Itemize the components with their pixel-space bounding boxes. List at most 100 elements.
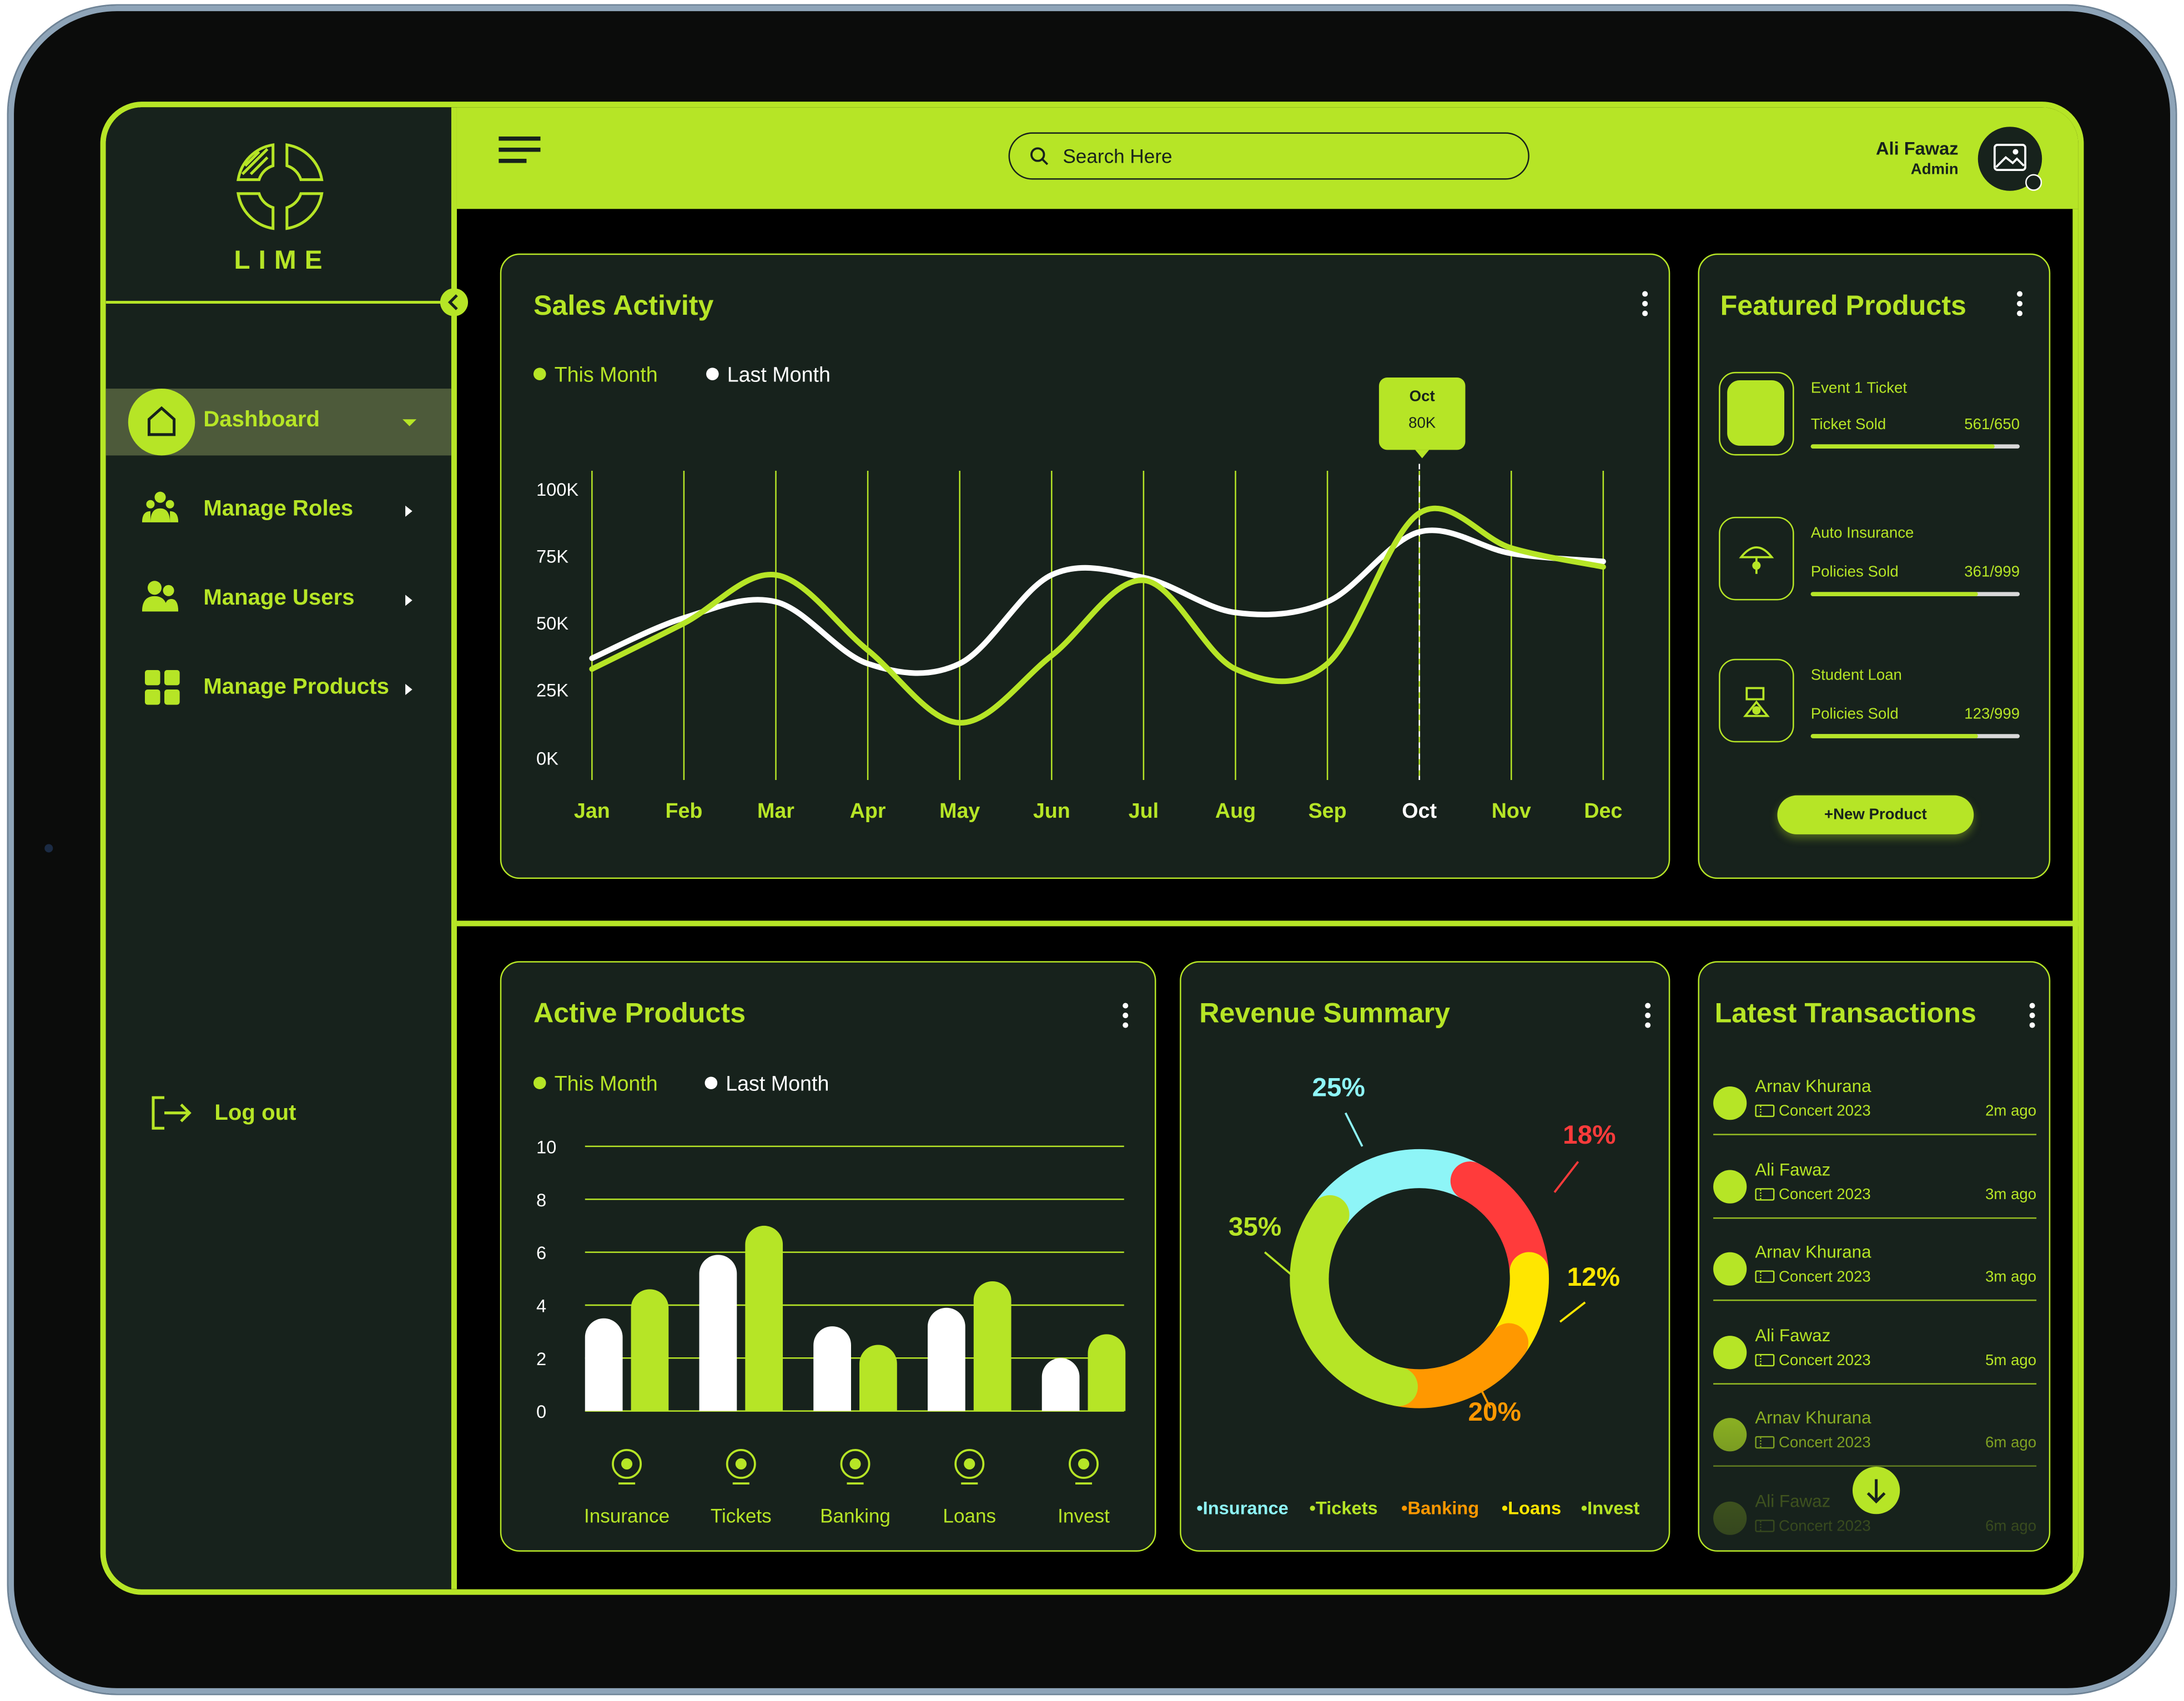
transaction-row[interactable]: Ali Fawaz Concert 2023 5m ago — [1713, 1318, 2037, 1400]
slice-label: 20% — [1468, 1397, 1521, 1427]
bar-tickets-this-month — [745, 1225, 783, 1411]
more-options-icon[interactable] — [2017, 291, 2023, 320]
product-stat-label: Ticket Sold — [1810, 416, 1886, 434]
category-label: Banking — [820, 1505, 890, 1527]
transaction-time: 5m ago — [1985, 1351, 2037, 1369]
slice-insurance — [1310, 1149, 1489, 1235]
x-tick-label: Apr — [850, 799, 886, 822]
search-input[interactable]: Search Here — [1063, 144, 1172, 168]
brand-name: LIME — [234, 246, 331, 276]
sidebar-item-manage-users[interactable]: Manage Users — [106, 567, 451, 633]
logout-label: Log out — [214, 1101, 296, 1126]
latest-transactions-panel: Latest Transactions Arnav Khurana Concert… — [1698, 961, 2051, 1552]
more-options-icon[interactable] — [2029, 1003, 2035, 1032]
legend-this-month: This Month — [533, 1073, 658, 1096]
panel-title: Latest Transactions — [1714, 998, 1976, 1030]
row-divider — [1713, 1216, 2037, 1219]
transaction-event: Concert 2023 — [1755, 1186, 1871, 1203]
tooltip-month: Oct — [1409, 389, 1435, 406]
bar-invest-this-month — [1088, 1334, 1126, 1411]
slice-label: 18% — [1563, 1120, 1616, 1150]
legend-invest: •Invest — [1581, 1497, 1640, 1518]
active-products-panel: Active Products This Month Last Month 10… — [500, 961, 1156, 1552]
product-name: Student Loan — [1810, 667, 1902, 684]
search-bar[interactable]: Search Here — [1008, 132, 1529, 180]
y-tick-label: 25K — [536, 680, 568, 701]
featured-product-item[interactable]: Student Loan Policies Sold 123/999 — [1719, 658, 2025, 751]
image-icon — [1994, 144, 2026, 171]
logout-button[interactable]: Log out — [148, 1091, 356, 1135]
legend-loans: •Loans — [1501, 1497, 1562, 1518]
more-options-icon[interactable] — [1642, 291, 1648, 320]
user-role: Admin — [1910, 162, 1959, 179]
section-divider — [456, 920, 2079, 927]
chevron-down-icon — [402, 419, 417, 426]
product-stat-label: Policies Sold — [1810, 564, 1899, 581]
slice-label: 25% — [1312, 1073, 1365, 1103]
transaction-row[interactable]: Arnav Khurana Concert 2023 2m ago — [1713, 1070, 2037, 1151]
sidebar-item-label: Manage Roles — [203, 497, 354, 521]
sidebar-item-manage-roles[interactable]: Manage Roles — [106, 478, 451, 545]
x-tick-label: May — [939, 799, 980, 822]
chart-tooltip: Oct 80K — [1378, 377, 1466, 459]
menu-icon[interactable] — [499, 135, 543, 168]
sidebar: LIME Dashboard Manage Roles — [105, 107, 469, 1589]
featured-product-item[interactable]: Auto Insurance Policies Sold 361/999 — [1719, 516, 2025, 609]
ticket-icon — [1755, 1187, 1775, 1200]
avatar — [1713, 1086, 1747, 1120]
sidebar-item-label: Manage Users — [203, 586, 355, 610]
x-tick-label: Nov — [1492, 799, 1531, 822]
y-tick-label: 75K — [536, 546, 568, 567]
bar-insurance-last-month — [585, 1318, 623, 1411]
more-options-icon[interactable] — [1645, 1003, 1651, 1032]
online-status-dot — [2025, 174, 2042, 191]
chevron-right-icon — [405, 683, 412, 695]
sidebar-item-dashboard[interactable]: Dashboard — [105, 389, 451, 456]
avatar — [1713, 1169, 1747, 1203]
user-name: Ali Fawaz — [1875, 138, 1959, 159]
x-tick-label: Feb — [665, 799, 702, 822]
product-thumbnail — [1719, 371, 1794, 456]
product-stat-count: 361/999 — [1964, 564, 2020, 581]
featured-product-item[interactable]: Event 1 Ticket Ticket Sold 561/650 — [1719, 371, 2025, 464]
transaction-event: Concert 2023 — [1755, 1352, 1871, 1368]
umbrella-icon — [1719, 516, 1794, 601]
product-stat-label: Policies Sold — [1810, 706, 1899, 723]
logout-icon — [152, 1096, 192, 1130]
more-options-icon[interactable] — [1123, 1003, 1129, 1032]
legend-tickets: •Tickets — [1309, 1497, 1378, 1518]
legend-this-month: This Month — [533, 364, 658, 387]
loan-icon — [1719, 658, 1794, 743]
grid-icon — [144, 670, 180, 705]
sidebar-item-label: Manage Products — [203, 675, 389, 699]
new-product-button[interactable]: +New Product — [1777, 795, 1974, 834]
legend-banking: •Banking — [1401, 1497, 1480, 1518]
sales-activity-panel: Sales Activity This Month Last Month 100… — [500, 253, 1670, 879]
top-bar: Search Here Ali Fawaz Admin — [456, 107, 2079, 209]
roles-icon — [142, 491, 179, 522]
transaction-row[interactable]: Arnav Khurana Concert 2023 3m ago — [1713, 1235, 2037, 1316]
new-product-button-label: +New Product — [1824, 806, 1927, 823]
sidebar-divider — [105, 300, 451, 304]
scroll-down-button[interactable] — [1852, 1466, 1900, 1514]
panel-title: Featured Products — [1720, 291, 1966, 322]
progress-bar — [1810, 444, 2020, 449]
x-tick-label: Jun — [1033, 799, 1070, 822]
collapse-sidebar-button[interactable] — [440, 288, 469, 316]
ticket-icon — [1755, 1104, 1775, 1118]
y-tick-label: 0 — [536, 1401, 546, 1422]
search-icon — [1030, 147, 1049, 165]
transaction-time: 2m ago — [1985, 1103, 2037, 1120]
category-label: Loans — [943, 1505, 996, 1527]
slice-label: 12% — [1567, 1262, 1620, 1292]
sidebar-item-manage-products[interactable]: Manage Products — [106, 656, 451, 723]
camera-dot — [44, 844, 53, 853]
avatar[interactable] — [1977, 127, 2042, 191]
transaction-event: Concert 2023 — [1755, 1103, 1871, 1120]
label-leader-line — [1264, 1251, 1310, 1291]
label-leader-line — [1559, 1301, 1586, 1323]
row-divider — [1713, 1299, 2037, 1301]
transaction-row[interactable]: Ali Fawaz Concert 2023 3m ago — [1713, 1153, 2037, 1234]
app-screen: LIME Dashboard Manage Roles — [100, 102, 2084, 1595]
x-tick-label: Mar — [757, 799, 794, 822]
